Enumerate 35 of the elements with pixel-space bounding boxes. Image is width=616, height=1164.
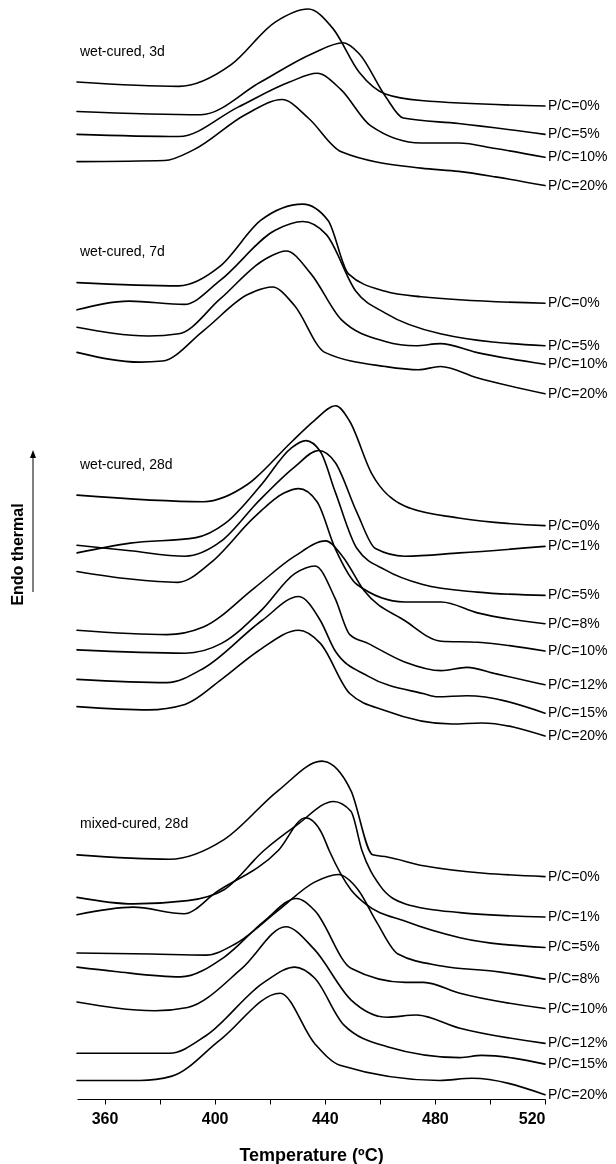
series-label: P/C=12% (548, 675, 608, 692)
x-axis-title: Temperature (ºC) (239, 1144, 384, 1164)
series-label: P/C=10% (548, 355, 608, 372)
series-label: P/C=10% (548, 642, 608, 659)
series-label: P/C=15% (548, 704, 608, 721)
series-label: P/C=5% (548, 336, 600, 353)
series-label: P/C=0% (548, 867, 600, 884)
series-label: P/C=1% (548, 537, 600, 554)
annotation: wet-cured, 3d (79, 42, 165, 59)
x-tick-label: 400 (201, 1109, 229, 1127)
x-tick-label: 520 (518, 1109, 546, 1127)
y-axis-title: Endo thermal (8, 503, 26, 606)
series-label: P/C=12% (548, 1034, 608, 1051)
series-label: P/C=8% (548, 614, 600, 631)
series-label: P/C=20% (548, 176, 608, 193)
series-label: P/C=8% (548, 970, 600, 987)
series-label: P/C=1% (548, 907, 600, 924)
annotation: wet-cured, 7d (79, 243, 165, 260)
series-label: P/C=10% (548, 148, 608, 165)
series-label: P/C=15% (548, 1055, 608, 1072)
x-tick-label: 360 (91, 1109, 119, 1127)
series-label: P/C=0% (548, 516, 600, 533)
series-label: P/C=10% (548, 999, 608, 1016)
series-label: P/C=5% (548, 938, 600, 955)
x-tick-label: 440 (311, 1109, 339, 1127)
series-label: P/C=20% (548, 727, 608, 744)
series-label: P/C=20% (548, 1085, 608, 1102)
series-label: P/C=5% (548, 586, 600, 603)
series-label: P/C=5% (548, 125, 600, 142)
annotation: mixed-cured, 28d (80, 815, 189, 832)
annotation: wet-cured, 28d (79, 455, 173, 472)
series-label: P/C=20% (548, 384, 608, 401)
x-tick-label: 480 (422, 1109, 449, 1127)
series-label: P/C=0% (548, 97, 600, 114)
series-label: P/C=0% (548, 294, 600, 311)
